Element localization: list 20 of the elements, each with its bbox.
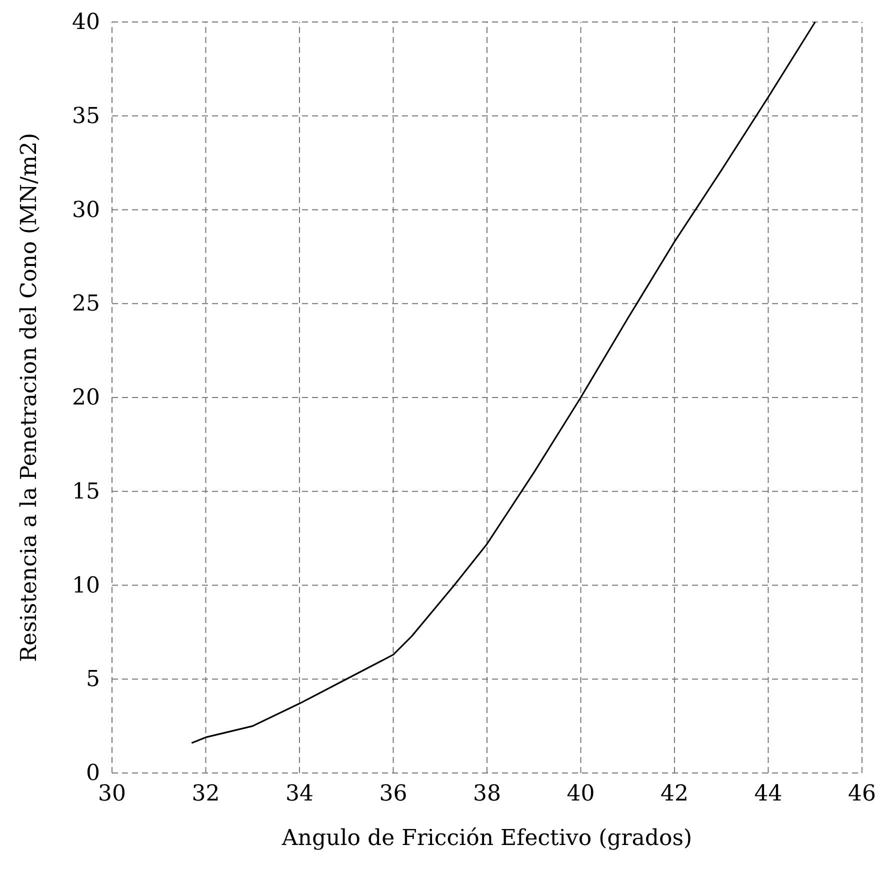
y-axis-title: Resistencia a la Penetracion del Cono (MN/m2) [17,132,42,662]
y-tick-label: 30 [72,198,100,223]
x-tick-label: 32 [192,782,220,807]
y-tick-label: 10 [72,573,100,598]
y-tick-label: 25 [72,292,100,317]
y-tick-label: 15 [72,479,100,504]
x-tick-label: 46 [848,782,876,807]
x-tick-label: 44 [754,782,782,807]
y-tick-label: 20 [72,386,100,411]
x-tick-label: 36 [379,782,408,807]
x-axis-title: Angulo de Fricción Efectivo (grados) [280,826,692,851]
x-tick-label: 42 [660,782,688,807]
y-tick-label: 5 [86,667,100,692]
x-tick-label: 38 [473,782,501,807]
x-tick-label: 34 [286,782,314,807]
y-tick-label: 0 [86,761,100,786]
y-tick-label: 35 [72,104,100,129]
x-tick-label: 40 [566,782,595,807]
line-series [190,21,816,744]
y-tick-label: 40 [72,10,100,36]
